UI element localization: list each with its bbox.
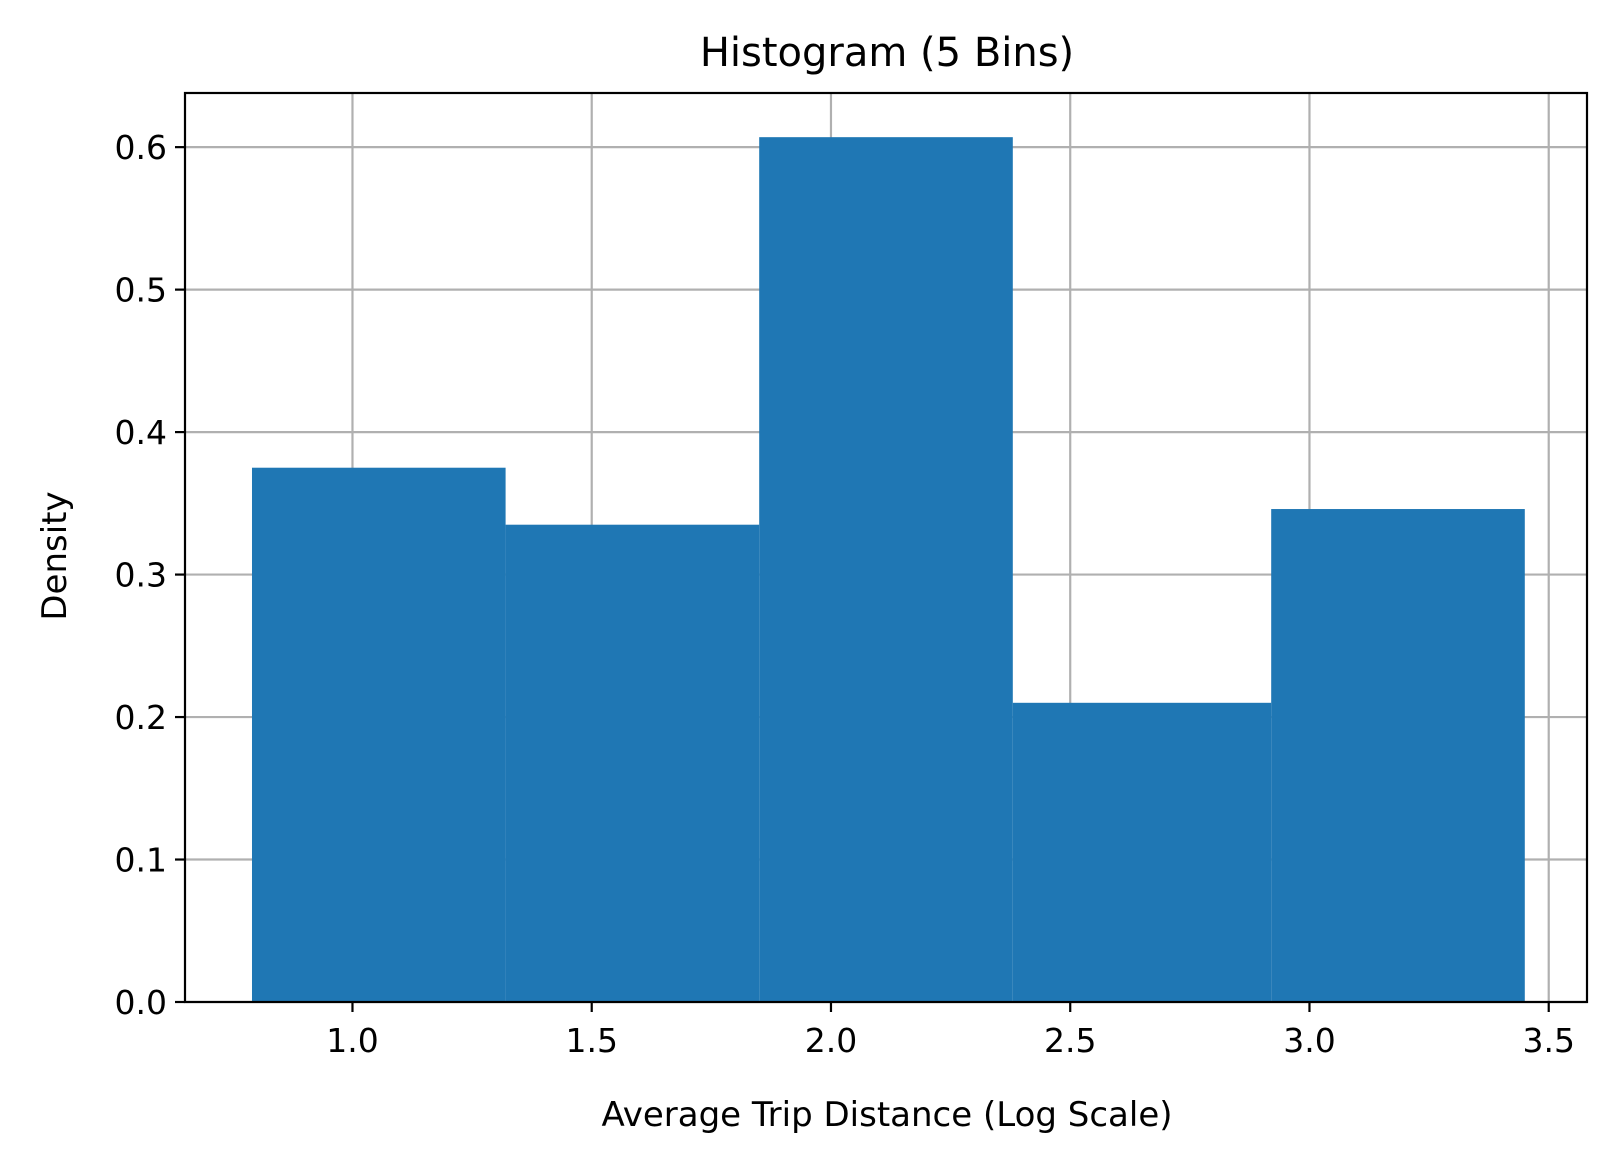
- histogram-bar-3: [759, 137, 1013, 1002]
- y-axis-ticks: 0.0 0.1 0.2 0.3 0.4 0.5 0.6: [115, 128, 185, 1022]
- histogram-bar-4: [1012, 702, 1272, 1002]
- histogram-bar-2: [505, 524, 760, 1002]
- x-tick-label: 1.5: [565, 1021, 617, 1060]
- y-tick-label: 0.2: [115, 698, 167, 737]
- histogram-bar-1: [251, 467, 506, 1003]
- x-axis-ticks: 1.0 1.5 2.0 2.5 3.0 3.5: [326, 1002, 1575, 1060]
- y-tick-label: 0.0: [115, 983, 167, 1022]
- x-tick-label: 2.5: [1044, 1021, 1096, 1060]
- y-tick-label: 0.3: [115, 556, 167, 595]
- y-axis-label: Density: [35, 491, 75, 620]
- y-tick-label: 0.6: [115, 128, 167, 167]
- y-tick-label: 0.1: [115, 841, 167, 880]
- histogram-bar-5: [1271, 509, 1525, 1002]
- plot-frame: [183, 91, 1589, 1004]
- x-tick-label: 2.0: [805, 1021, 857, 1060]
- histogram-bars: [251, 137, 1525, 1003]
- x-tick-label: 3.5: [1522, 1021, 1574, 1060]
- chart-title: Histogram (5 Bins): [700, 30, 1074, 76]
- x-axis-label: Average Trip Distance (Log Scale): [601, 1095, 1172, 1135]
- x-tick-label: 3.0: [1283, 1021, 1335, 1060]
- y-tick-label: 0.4: [115, 413, 167, 452]
- y-tick-label: 0.5: [115, 271, 167, 310]
- axes: [183, 91, 1589, 1004]
- x-tick-label: 1.0: [326, 1021, 378, 1060]
